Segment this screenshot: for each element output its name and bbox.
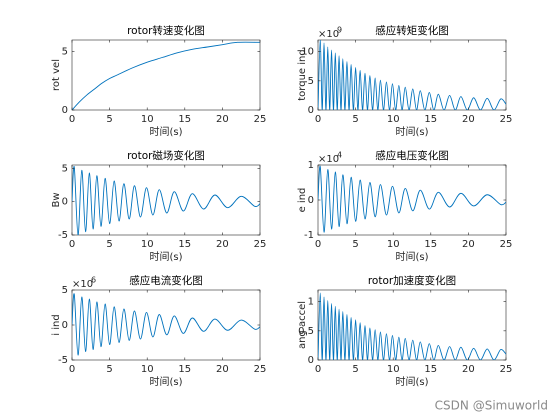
y-exponent-base: ×10 — [318, 29, 339, 40]
x-tick-label: 10 — [387, 364, 400, 375]
y-tick-label: 0 — [308, 195, 314, 206]
y-tick-label: 5 — [62, 47, 68, 58]
x-tick-label: 5 — [352, 239, 358, 250]
x-tick-label: 5 — [106, 114, 112, 125]
y-axis-label: rot vel — [51, 59, 62, 91]
x-axis-label: 时间(s) — [149, 125, 182, 138]
data-line — [72, 166, 260, 235]
y-tick-label: 0 — [308, 105, 314, 116]
x-tick-label: 10 — [387, 114, 400, 125]
x-axis-label: 时间(s) — [395, 250, 428, 263]
subplot-title: 感应电压变化图 — [375, 149, 449, 162]
x-tick-label: 15 — [424, 114, 437, 125]
axes-box — [71, 289, 261, 361]
axes-box — [71, 39, 261, 111]
y-exponent-base: ×10 — [318, 154, 339, 165]
y-exponent-base: ×10 — [72, 279, 93, 290]
y-exponent-power: 6 — [91, 276, 96, 285]
x-tick-label: 15 — [424, 364, 437, 375]
y-tick-label: -5 — [58, 355, 68, 366]
y-tick-label: 5 — [62, 163, 68, 174]
x-tick-label: 15 — [178, 364, 191, 375]
x-tick-label: 15 — [424, 239, 437, 250]
x-tick-label: 5 — [106, 364, 112, 375]
watermark: CSDN @Simuworld — [435, 399, 548, 413]
x-axis-label: 时间(s) — [149, 250, 182, 263]
y-tick-label: 0 — [62, 197, 68, 208]
axes-box — [317, 164, 507, 236]
subplot-title: 感应转矩变化图 — [375, 24, 449, 37]
data-line — [72, 293, 260, 356]
x-tick-label: 25 — [254, 364, 267, 375]
y-tick-label: 0 — [308, 355, 314, 366]
y-tick-label: 0.5 — [298, 326, 314, 337]
y-tick-label: 0 — [62, 105, 68, 116]
y-tick-label: 10 — [301, 47, 314, 58]
x-tick-label: 25 — [500, 114, 513, 125]
data-line — [318, 165, 506, 233]
y-tick-label: 1 — [308, 160, 314, 171]
x-tick-label: 20 — [462, 364, 475, 375]
x-tick-label: 20 — [216, 114, 229, 125]
subplot-title: rotor转速变化图 — [127, 24, 205, 37]
x-tick-label: 10 — [141, 364, 154, 375]
x-axis-label: 时间(s) — [149, 375, 182, 388]
x-tick-label: 20 — [216, 239, 229, 250]
x-tick-label: 10 — [141, 239, 154, 250]
data-line — [318, 40, 506, 110]
y-tick-label: 5 — [308, 76, 314, 87]
y-exponent-power: 9 — [337, 26, 342, 35]
x-tick-label: 25 — [254, 239, 267, 250]
x-tick-label: 20 — [216, 364, 229, 375]
x-tick-label: 25 — [500, 239, 513, 250]
y-axis-label: e ind — [297, 188, 308, 213]
x-tick-label: 15 — [178, 239, 191, 250]
x-tick-label: 0 — [315, 239, 321, 250]
y-tick-label: -1 — [304, 230, 314, 241]
x-tick-label: 15 — [178, 114, 191, 125]
x-tick-label: 0 — [315, 114, 321, 125]
x-axis-label: 时间(s) — [395, 375, 428, 388]
x-tick-label: 5 — [352, 364, 358, 375]
y-axis-label: torque ind — [297, 49, 308, 100]
x-tick-label: 25 — [500, 364, 513, 375]
y-tick-label: 5 — [62, 285, 68, 296]
y-axis-label: ang accel — [297, 301, 308, 349]
x-tick-label: 5 — [106, 239, 112, 250]
y-tick-label: 1 — [308, 297, 314, 308]
subplot-title: rotor磁场变化图 — [127, 149, 205, 162]
x-tick-label: 10 — [387, 239, 400, 250]
x-tick-label: 5 — [352, 114, 358, 125]
x-tick-label: 10 — [141, 114, 154, 125]
x-tick-label: 25 — [254, 114, 267, 125]
x-tick-label: 0 — [69, 239, 75, 250]
x-axis-label: 时间(s) — [395, 125, 428, 138]
x-tick-label: 0 — [69, 364, 75, 375]
y-exponent-power: 4 — [337, 151, 342, 160]
axes-box — [71, 164, 261, 236]
y-tick-label: -5 — [58, 230, 68, 241]
x-tick-label: 20 — [462, 114, 475, 125]
data-line — [72, 41, 260, 110]
x-tick-label: 20 — [462, 239, 475, 250]
subplot-title: 感应电流变化图 — [129, 274, 203, 287]
subplot-title: rotor加速度变化图 — [368, 274, 456, 287]
x-tick-label: 0 — [315, 364, 321, 375]
data-line — [318, 292, 506, 360]
x-tick-label: 0 — [69, 114, 75, 125]
y-tick-label: 0 — [62, 320, 68, 331]
y-axis-label: Bw — [51, 192, 62, 207]
y-axis-label: i ind — [51, 314, 62, 335]
